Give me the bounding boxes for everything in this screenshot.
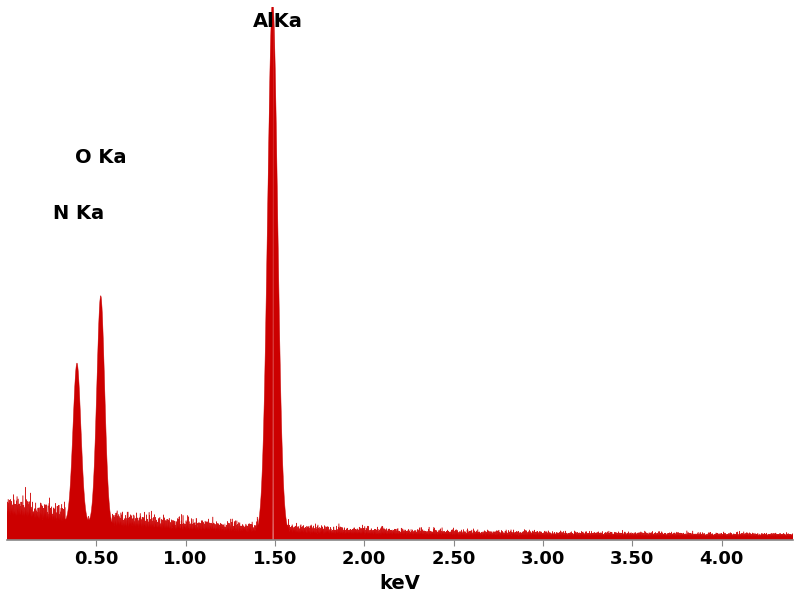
Text: N Ka: N Ka	[53, 204, 104, 223]
X-axis label: keV: keV	[379, 574, 421, 593]
Text: AlKa: AlKa	[253, 12, 302, 31]
Text: O Ka: O Ka	[75, 148, 126, 167]
